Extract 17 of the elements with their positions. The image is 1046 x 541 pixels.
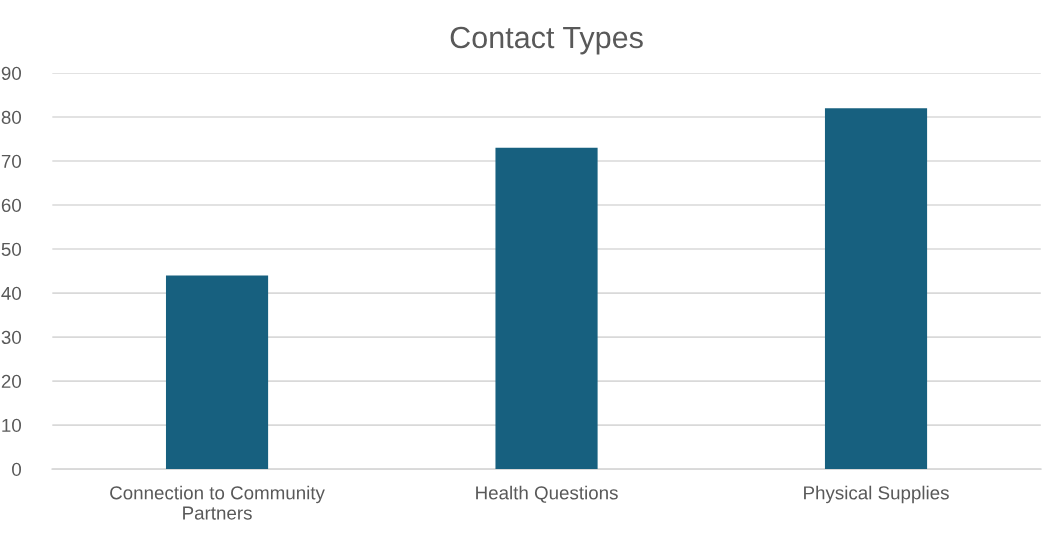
x-tick-label: Connection to Community Partners — [110, 485, 325, 520]
y-tick-label: 60 — [1, 198, 22, 213]
y-tick-label: 50 — [1, 242, 22, 257]
bar — [495, 147, 598, 470]
y-tick-label: 80 — [1, 110, 22, 125]
bar — [824, 108, 928, 470]
y-tick-label: 20 — [1, 374, 22, 389]
y-tick-label: 0 — [12, 462, 22, 477]
y-tick-label: 10 — [2, 418, 22, 433]
y-tick-label: 70 — [1, 154, 22, 169]
y-tick-label: 40 — [1, 286, 22, 301]
y-tick-label: 90 — [1, 66, 22, 81]
chart-title: Contact Types — [450, 26, 643, 55]
x-tick-label: Health Questions — [476, 485, 618, 503]
x-tick-label: Physical Supplies — [804, 485, 949, 504]
bar — [165, 275, 269, 470]
y-tick-label: 30 — [1, 330, 22, 345]
